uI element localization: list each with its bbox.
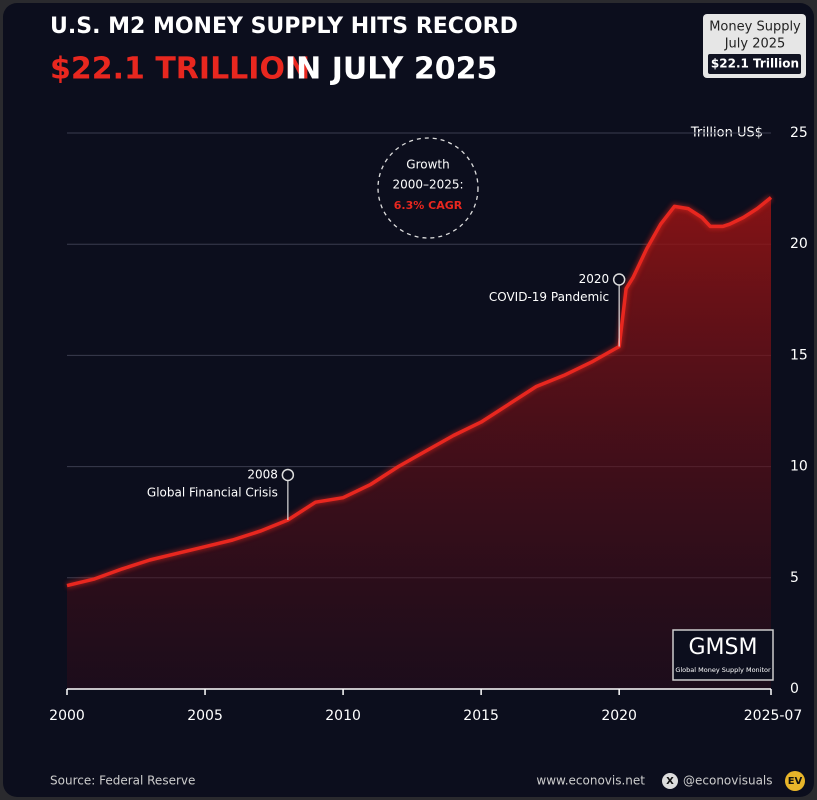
growth-note: 6.3% CAGR <box>394 199 463 212</box>
info-line: July 2025 <box>724 37 786 52</box>
badge: EV <box>788 776 803 787</box>
chart-title: U.S. M2 MONEY SUPPLY HITS RECORD <box>50 14 518 39</box>
annotation-year: 2020 <box>579 272 610 286</box>
y-tick-label: 10 <box>790 459 808 475</box>
annotation-year: 2008 <box>247 467 278 481</box>
logo-subtitle: Global Money Supply Monitor <box>675 666 771 674</box>
subtitle: IN JULY 2025 <box>285 52 497 87</box>
y-tick-label: 15 <box>790 347 808 363</box>
growth-note: Growth <box>406 158 449 172</box>
x-tick-label: 2025-07 <box>744 708 803 724</box>
x-icon-glyph: X <box>666 776 674 787</box>
x-tick-label: 2005 <box>187 708 223 724</box>
logo: GMSM <box>689 635 758 660</box>
x-tick-label: 2010 <box>325 708 361 724</box>
badge-circle <box>785 771 805 791</box>
y-tick-label: 0 <box>790 681 799 697</box>
y-tick-label: 5 <box>790 570 799 586</box>
annotation-dot <box>612 273 626 286</box>
area <box>67 197 771 689</box>
handle: @econovisuals <box>683 774 773 788</box>
info-line: $22.1 Trillion <box>711 57 799 71</box>
website: www.econovis.net <box>536 774 645 788</box>
growth-circle <box>377 137 479 239</box>
subtitle-highlight: $22.1 TRILLION <box>50 52 310 87</box>
source: Source: Federal Reserve <box>50 774 195 788</box>
logo-box <box>672 629 774 681</box>
x-icon <box>662 773 678 789</box>
growth-note: 2000–2025: <box>392 178 463 192</box>
y-tick-label: 20 <box>790 236 808 252</box>
line <box>66 196 773 588</box>
info-line: Money Supply <box>709 20 801 35</box>
x-tick-label: 2020 <box>601 708 637 724</box>
info-badge <box>708 54 801 74</box>
plot: 0 5 10 15 20 25 2000 2005 2010 2015 2020 2025-07 200… <box>49 125 808 724</box>
annotation-dot <box>281 468 295 482</box>
x-tick-label: 2015 <box>463 708 499 724</box>
annotation-text: Global Financial Crisis <box>147 485 278 499</box>
x-tick-label: 2000 <box>49 708 85 724</box>
y-tick-label: 25 <box>790 125 808 141</box>
annotation-text: COVID-19 Pandemic <box>489 290 609 304</box>
